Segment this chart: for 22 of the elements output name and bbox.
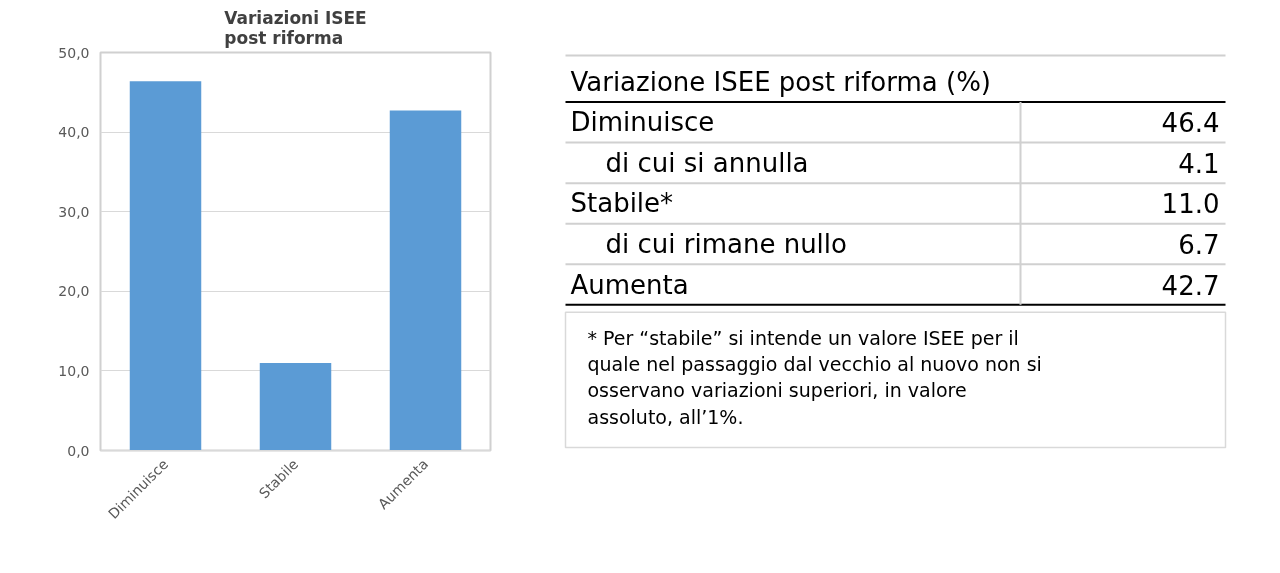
bar xyxy=(129,81,202,451)
y-tick-label: 20,0 xyxy=(58,283,90,300)
category-label: Aumenta xyxy=(570,269,689,300)
category-label: di cui si annulla xyxy=(605,147,809,178)
category-label: di cui rimane nullo xyxy=(605,228,847,259)
text: * Per “stabile” si intende un valore ISEE per il quale nel passaggio dal vecchio al nuovo non si osservano variazioni superiori, in valore assoluto, all’1%. xyxy=(587,326,1042,428)
chart-title: Variazioni ISEE post riforma xyxy=(224,7,367,48)
data-label: 46.4 xyxy=(1161,108,1220,139)
y-tick-label: 30,0 xyxy=(58,203,90,220)
data-label: 42.7 xyxy=(1161,270,1220,301)
y-tick-label: 40,0 xyxy=(58,124,90,141)
y-tick-label: 10,0 xyxy=(58,362,90,379)
category-label: Stabile* xyxy=(570,188,674,219)
text: Variazione ISEE post riforma (%) xyxy=(570,66,991,97)
bar xyxy=(389,110,462,451)
data-label: 6.7 xyxy=(1178,229,1220,260)
category-label: Diminuisce xyxy=(570,107,715,138)
data-label: 4.1 xyxy=(1178,148,1220,179)
data-label: 11.0 xyxy=(1161,189,1220,220)
y-tick-label: 50,0 xyxy=(58,44,90,61)
y-tick-label: 0,0 xyxy=(67,442,90,459)
bar xyxy=(259,362,332,451)
